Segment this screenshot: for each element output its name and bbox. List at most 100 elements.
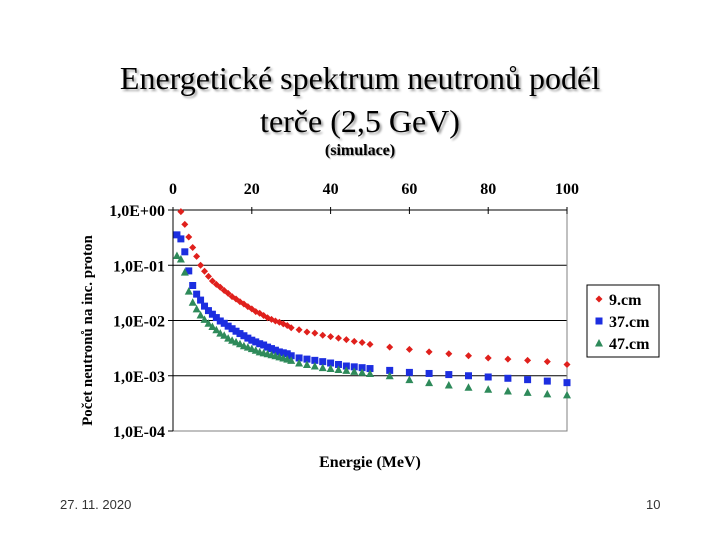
data-point <box>189 243 197 251</box>
y-tick-label: 1,0E-01 <box>113 258 165 275</box>
data-point <box>319 358 327 366</box>
data-point <box>319 331 327 339</box>
data-point <box>228 325 236 333</box>
data-point <box>503 386 512 395</box>
data-point <box>523 388 532 396</box>
data-point <box>543 389 552 398</box>
data-point <box>204 319 213 327</box>
data-point <box>504 355 512 363</box>
data-point <box>196 310 205 319</box>
data-point <box>177 235 185 243</box>
data-point <box>342 362 350 370</box>
data-point <box>350 337 358 345</box>
data-point <box>208 322 217 330</box>
data-point <box>425 348 433 356</box>
data-point <box>204 272 212 280</box>
data-point <box>295 359 304 367</box>
data-point <box>311 329 319 337</box>
legend-label: 9.cm <box>609 292 642 309</box>
y-tick-label: 1,0E-03 <box>113 369 165 386</box>
data-point <box>563 390 571 399</box>
data-point <box>465 372 472 380</box>
data-point <box>334 365 343 373</box>
data-point <box>563 379 571 387</box>
data-point <box>366 340 374 348</box>
data-point <box>220 319 228 327</box>
data-point <box>366 369 374 377</box>
legend-marker <box>595 317 603 325</box>
data-point <box>287 324 295 332</box>
data-point <box>303 355 311 363</box>
data-point <box>197 296 205 304</box>
data-point <box>236 330 244 338</box>
legend-label: 37.cm <box>609 314 650 331</box>
data-point <box>295 354 303 362</box>
data-point <box>185 267 193 275</box>
data-point <box>445 350 453 358</box>
x-tick-label: 100 <box>555 181 579 198</box>
data-point <box>177 208 185 216</box>
data-point <box>279 349 287 357</box>
data-point <box>224 322 232 330</box>
x-tick-label: 80 <box>480 181 496 198</box>
data-point <box>524 356 532 364</box>
x-axis-label: Energie (MeV) <box>319 454 421 471</box>
data-point <box>212 325 221 334</box>
data-point <box>189 282 197 290</box>
data-point <box>405 375 414 384</box>
data-point <box>326 364 335 373</box>
legend-marker <box>595 339 603 347</box>
data-point <box>543 377 551 385</box>
data-point <box>216 283 224 291</box>
data-point <box>216 317 224 325</box>
data-point <box>425 378 434 387</box>
data-point <box>184 287 193 295</box>
slide-date: 27. 11. 2020 <box>60 497 132 512</box>
x-tick-label: 40 <box>323 181 339 198</box>
data-point <box>197 261 205 269</box>
data-point <box>232 327 240 335</box>
data-point <box>484 354 492 362</box>
data-point <box>484 373 492 381</box>
x-axis-ticks: 0 20 40 60 80 100 <box>169 181 579 214</box>
data-point <box>264 343 272 351</box>
data-point <box>386 366 394 374</box>
series-9-cm <box>177 208 571 368</box>
data-point <box>252 338 260 346</box>
data-point <box>543 358 551 366</box>
data-point <box>524 376 532 384</box>
data-point <box>224 289 232 297</box>
legend: 9.cm 37.cm 47.cm <box>586 284 660 358</box>
data-point <box>181 248 189 256</box>
data-point <box>185 233 193 241</box>
data-point <box>334 360 342 368</box>
chart-subtitle: (simulace) <box>324 142 396 159</box>
x-tick-label: 20 <box>244 181 260 198</box>
data-point <box>342 366 351 374</box>
data-point <box>425 369 433 377</box>
data-point <box>193 252 201 260</box>
slide-page-number: 10 <box>646 497 661 512</box>
x-tick-label: 0 <box>169 181 177 198</box>
y-tick-label: 1,0E-02 <box>113 314 165 331</box>
data-point <box>287 352 295 360</box>
data-point <box>310 362 319 370</box>
data-point <box>283 350 291 358</box>
data-point <box>465 352 472 360</box>
data-point <box>405 368 413 376</box>
data-point <box>327 333 335 341</box>
data-point <box>287 356 296 364</box>
data-point <box>180 268 189 276</box>
data-point <box>318 363 327 372</box>
data-point <box>208 310 216 318</box>
y-tick-label: 1,0E-04 <box>113 424 165 441</box>
data-point <box>327 359 335 367</box>
data-point <box>366 365 374 373</box>
y-axis-ticks: 1,0E+00 1,0E-01 1,0E-02 1,0E-03 1,0E-04 <box>109 203 173 441</box>
data-point <box>350 363 358 371</box>
data-point <box>193 290 201 298</box>
data-point <box>386 343 394 351</box>
data-point <box>358 368 367 376</box>
x-tick-label: 60 <box>401 181 417 198</box>
